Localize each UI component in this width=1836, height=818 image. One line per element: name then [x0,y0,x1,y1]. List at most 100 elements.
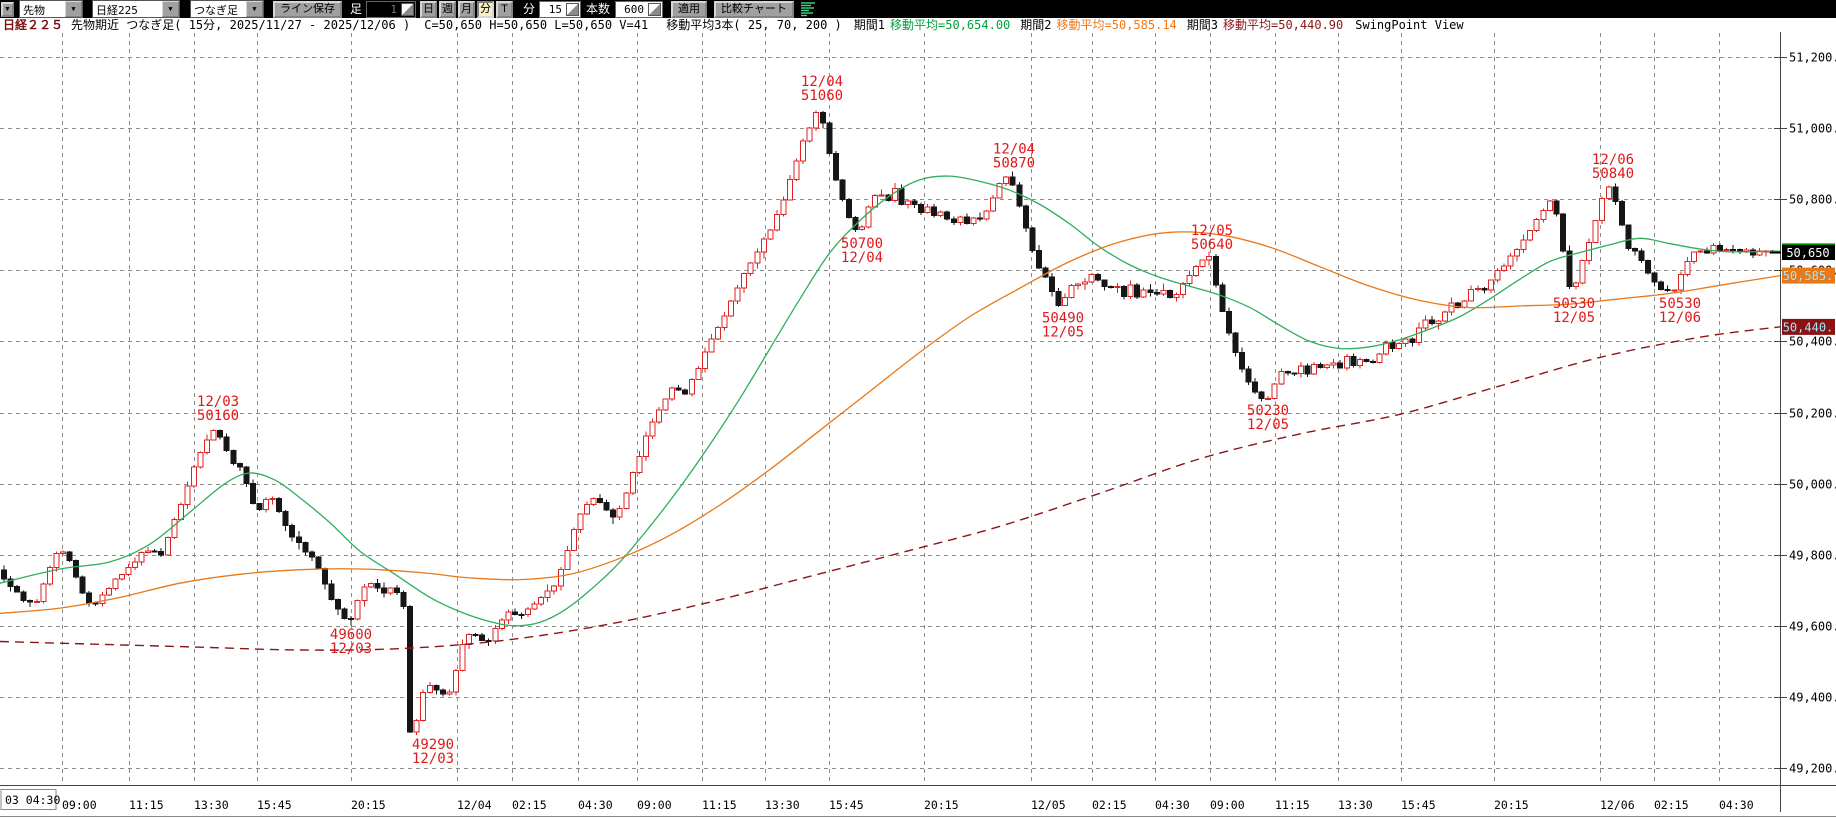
symbol-value: 日経225 [96,4,138,17]
moving-average-layer [0,175,1781,651]
price-chart[interactable]: 12/03 50160 49600 12/03 49290 12/03 12/04 51060… [0,32,1836,818]
swing-point-label: 50530 12/05 [1553,296,1595,326]
time-tick-label: 12/04 [457,798,492,812]
time-tick-label: 04:30 [1719,798,1754,812]
swing-point-label: 12/04 51060 [801,74,843,104]
price-tick-label: 50,800. [1789,193,1836,207]
price-tick-label: 51,200. [1789,51,1836,65]
price-tick-label: 51,000. [1789,122,1836,136]
time-tick-label: 04:30 [1155,798,1190,812]
minute-button[interactable]: 分 [477,0,495,18]
swingpoint-view-label: SwingPoint View [1355,18,1464,32]
price-axis: 49,200. 49,400. 49,600. 49,800. 50,000. 50,20… [0,32,1836,817]
time-tick-label: 13:30 [1338,798,1373,812]
grid-layer [0,33,1780,785]
symbol-dropdown[interactable]: 日経225 ▼ [92,0,180,18]
price-tick-label: 50,000. [1789,478,1836,492]
time-tick-label: 09:00 [62,798,97,812]
ma3-line [0,326,1781,651]
ma3-period-label: 期間3 [1186,18,1218,32]
time-tick-label: 13:30 [194,798,229,812]
time-tick-label: 15:45 [257,798,292,812]
ma2-price-tag [1782,267,1835,284]
time-tick-label: 09:00 [1210,798,1245,812]
minute-unit-label: 分 [523,2,536,16]
ma3-price-tag [1782,318,1835,335]
time-axis: 09:00 11:15 13:30 15:45 20:15 12/04 02:15 04:30… [0,789,1754,812]
spinner-icon[interactable] [648,2,662,16]
spinner-icon[interactable] [401,2,415,16]
minute-value: 15 [548,2,563,16]
swing-point-label: 12/04 50870 [993,141,1035,171]
info-bar: 日経２２５ 先物期近 つなぎ足( 15分, 2025/11/27 - 2025/… [0,18,1836,32]
instrument-dropdown[interactable]: 先物 ▼ [19,0,83,18]
toolbar: ▼ 先物 ▼ 日経225 ▼ つなぎ足 ▼ ライン保存 足 1 日 週 月 分 … [0,0,1836,18]
swing-point-label: 50700 12/04 [841,236,883,266]
candles-layer [1,110,1776,735]
time-tick-label: 20:15 [1494,798,1529,812]
ma3-value: 移動平均=50,440.90 [1223,18,1344,32]
ma2-period-label: 期間2 [1020,18,1052,32]
bar-period-label: 足 [350,2,363,16]
collapse-button[interactable]: ▼ [1,1,14,17]
cursor-readout [0,789,57,810]
chevron-down-icon[interactable]: ▼ [65,1,82,17]
chart-title: 日経２２５ [3,18,64,32]
instrument-value: 先物 [23,4,45,17]
tick-button[interactable]: T [496,0,514,18]
swing-point-label: 12/03 50160 [197,394,239,424]
chart-style-dropdown[interactable]: つなぎ足 ▼ [190,0,264,18]
bar-period-spinner[interactable]: 1 [366,0,417,18]
time-tick-label: 02:15 [1654,798,1689,812]
swing-point-label: 50230 12/05 [1247,403,1289,433]
save-line-button[interactable]: ライン保存 [273,0,342,18]
bar-count-spinner[interactable]: 600 [615,0,664,18]
bar-period-value: 1 [390,2,398,16]
bar-count-label: 本数 [586,2,611,16]
time-tick-label: 04:30 [578,798,613,812]
ma1-period-label: 期間1 [853,18,886,32]
compare-chart-button[interactable]: 比較チャート [714,0,794,18]
time-tick-label: 11:15 [1275,798,1310,812]
price-tick-label: 50,200. [1789,407,1836,421]
chevron-down-icon[interactable]: ▼ [246,1,263,17]
ma-settings-label: 移動平均3本( 25, 70, 200 ) [666,18,842,32]
ma2-line [0,231,1781,615]
price-tick-label: 49,800. [1789,549,1836,563]
swing-point-label: 12/06 50840 [1592,152,1634,182]
ohlc-readout: C=50,650 H=50,650 L=50,650 V=41 [424,18,649,32]
bar-count-value: 600 [624,2,645,16]
swing-point-label: 49290 12/03 [412,737,454,767]
current-price-tag-text: 50,650 [1786,246,1829,260]
time-tick-label: 15:45 [1401,798,1436,812]
time-tick-label: 13:30 [765,798,800,812]
chevron-down-icon[interactable]: ▼ [162,1,179,17]
ma2-price-tag-text: 50,585. [1783,269,1834,283]
price-tag-layer: 50,650 50,585. 50,440. [1770,243,1835,335]
price-tick-label: 49,600. [1789,620,1836,634]
daily-button[interactable]: 日 [420,0,438,18]
swing-point-label: 49600 12/03 [330,627,372,657]
time-tick-label: 09:00 [637,798,672,812]
apply-button[interactable]: 適用 [671,0,708,18]
monthly-button[interactable]: 月 [458,0,476,18]
ma1-value: 移動平均=50,654.00 [890,18,1011,32]
price-tick-label: 50,400. [1789,335,1836,349]
time-tick-label: 20:15 [924,798,959,812]
time-tick-label: 02:15 [512,798,547,812]
time-tick-label: 12/05 [1031,798,1066,812]
weekly-button[interactable]: 週 [439,0,457,18]
swing-point-label: 50490 12/05 [1042,310,1084,340]
chart-style-value: つなぎ足 [194,4,238,17]
time-tick-label: 15:45 [829,798,864,812]
time-tick-label: 12/06 [1600,798,1635,812]
swing-point-label: 12/05 50640 [1191,223,1233,253]
spinner-icon[interactable] [566,2,580,16]
market-board-icon[interactable] [800,1,818,17]
minute-value-spinner[interactable]: 15 [539,0,582,18]
time-tick-label: 11:15 [702,798,737,812]
price-tick-label: 49,400. [1789,691,1836,705]
swing-labels-layer: 12/03 50160 49600 12/03 49290 12/03 12/04 51060… [197,74,1701,767]
chart-subtitle: 先物期近 つなぎ足( 15分, 2025/11/27 - 2025/12/06 … [71,18,411,32]
